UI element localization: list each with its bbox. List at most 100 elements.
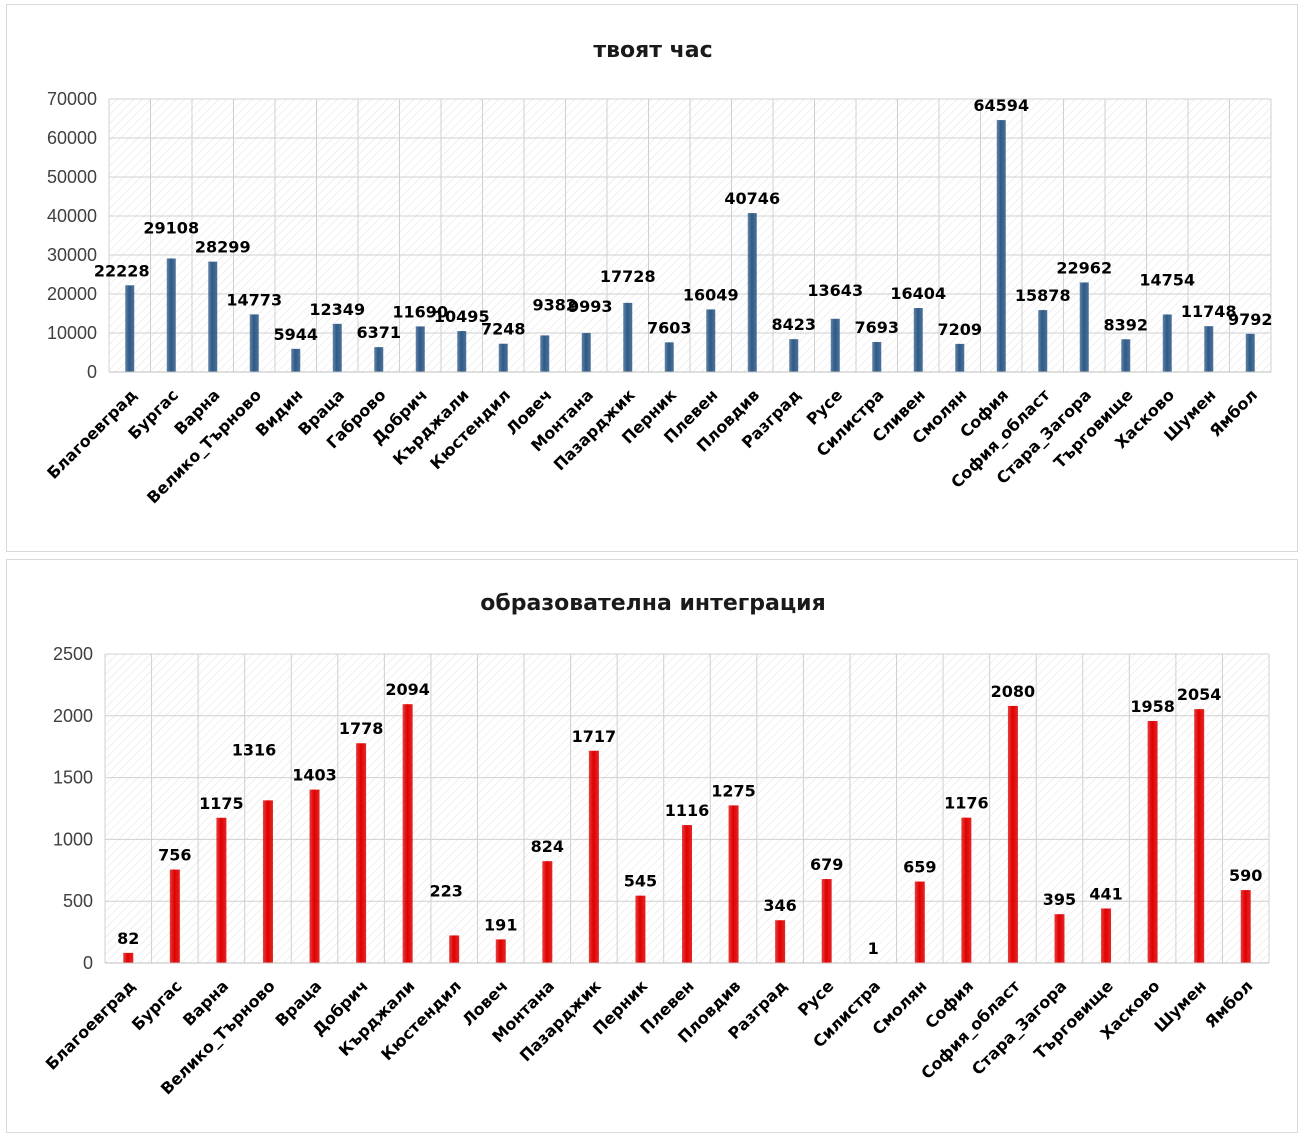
data-label: 7603 <box>647 318 692 337</box>
data-label: 1316 <box>232 740 277 759</box>
data-label: 28299 <box>195 238 251 257</box>
data-label: 590 <box>1229 866 1262 885</box>
chart-title: образователна интеграция <box>480 591 825 616</box>
data-label: 7693 <box>854 318 899 337</box>
bar <box>457 331 467 372</box>
y-tick-label: 0 <box>87 362 97 382</box>
data-label: 2094 <box>385 680 430 699</box>
bar <box>374 347 384 372</box>
bar <box>1240 890 1251 963</box>
y-tick-label: 50000 <box>47 167 97 187</box>
y-tick-label: 0 <box>83 953 93 973</box>
data-label: 756 <box>158 846 191 865</box>
bar <box>216 817 227 963</box>
bar <box>1101 908 1112 963</box>
bar <box>872 341 882 372</box>
bar <box>588 750 599 963</box>
bar <box>1194 709 1205 963</box>
bar <box>540 335 550 372</box>
bar <box>1038 310 1048 372</box>
bar <box>169 869 180 963</box>
bar <box>1147 720 1158 963</box>
bar <box>747 213 757 372</box>
bar <box>789 339 799 372</box>
data-label: 40746 <box>724 189 780 208</box>
data-label: 64594 <box>973 96 1029 115</box>
data-label: 824 <box>531 837 564 856</box>
data-label: 395 <box>1043 890 1076 909</box>
bar <box>1054 914 1065 963</box>
chart-panel-tvoyat-chas: твоят час 0 10000 20000 30000 40000 50000 60000… <box>6 4 1298 552</box>
data-label: 1958 <box>1130 697 1175 716</box>
data-label: 10495 <box>434 307 490 326</box>
bar <box>125 285 135 372</box>
bar <box>682 825 692 963</box>
y-tick-label: 20000 <box>47 284 97 304</box>
data-label: 1 <box>868 939 879 958</box>
data-label: 12349 <box>309 300 365 319</box>
bar <box>542 861 553 963</box>
bar <box>262 800 273 963</box>
data-label: 8423 <box>771 315 816 334</box>
y-tick-label: 70000 <box>47 89 97 109</box>
data-label: 1176 <box>944 794 989 813</box>
data-label: 223 <box>429 881 462 900</box>
x-tick-label: Благоевград <box>42 976 139 1073</box>
bar <box>1079 282 1089 372</box>
bar <box>775 920 786 963</box>
bar <box>415 326 425 372</box>
y-tick-label: 40000 <box>47 206 97 226</box>
x-tick-label: Благоевград <box>43 385 140 482</box>
data-label: 15878 <box>1015 286 1071 305</box>
data-label: 2080 <box>991 682 1036 701</box>
bar <box>208 261 218 372</box>
data-label: 6371 <box>356 323 401 342</box>
bar <box>1007 705 1018 963</box>
bar <box>495 939 506 963</box>
x-tick-label: Кюстендил <box>377 976 465 1064</box>
bar <box>830 318 840 372</box>
data-label: 7209 <box>937 320 982 339</box>
chart-title: твоят час <box>593 38 712 63</box>
data-label: 1403 <box>292 766 337 785</box>
data-label: 1275 <box>711 781 756 800</box>
y-tick-label: 1500 <box>53 768 93 788</box>
data-label: 191 <box>484 915 517 934</box>
data-label: 14754 <box>1139 270 1195 289</box>
data-label: 1116 <box>665 801 710 820</box>
bar <box>913 308 923 372</box>
data-label: 679 <box>810 855 843 874</box>
bar <box>309 789 320 963</box>
bar <box>914 881 925 963</box>
bar <box>664 342 674 372</box>
y-tick-label: 2500 <box>53 644 93 664</box>
bar <box>821 879 832 963</box>
data-label: 82 <box>117 929 139 948</box>
data-label: 14773 <box>226 290 282 309</box>
x-tick-label: Русе <box>794 976 838 1020</box>
bar <box>955 343 965 372</box>
data-label: 8392 <box>1103 315 1148 334</box>
data-label: 22228 <box>94 261 150 280</box>
data-label: 11690 <box>392 302 448 321</box>
bar <box>728 805 739 963</box>
bar <box>291 348 301 372</box>
bar <box>402 704 413 963</box>
data-label: 659 <box>903 858 936 877</box>
bar <box>356 743 367 963</box>
data-label: 17728 <box>600 267 656 286</box>
data-label: 1717 <box>572 727 617 746</box>
bar <box>1204 326 1214 372</box>
bar <box>449 935 460 963</box>
bar <box>166 258 176 372</box>
data-label: 9382 <box>532 295 577 314</box>
y-tick-label: 1000 <box>53 829 93 849</box>
y-tick-label: 30000 <box>47 245 97 265</box>
y-tick-label: 60000 <box>47 128 97 148</box>
data-label: 346 <box>763 896 796 915</box>
chart-obrazovatelna-integracia: образователна интеграция 0 500 1000 1500 2000… <box>42 591 1270 1098</box>
data-label: 1778 <box>339 719 384 738</box>
bar <box>332 323 342 372</box>
x-tick-label: Ямбол <box>1201 976 1256 1031</box>
x-tick-label: Видин <box>252 385 307 440</box>
